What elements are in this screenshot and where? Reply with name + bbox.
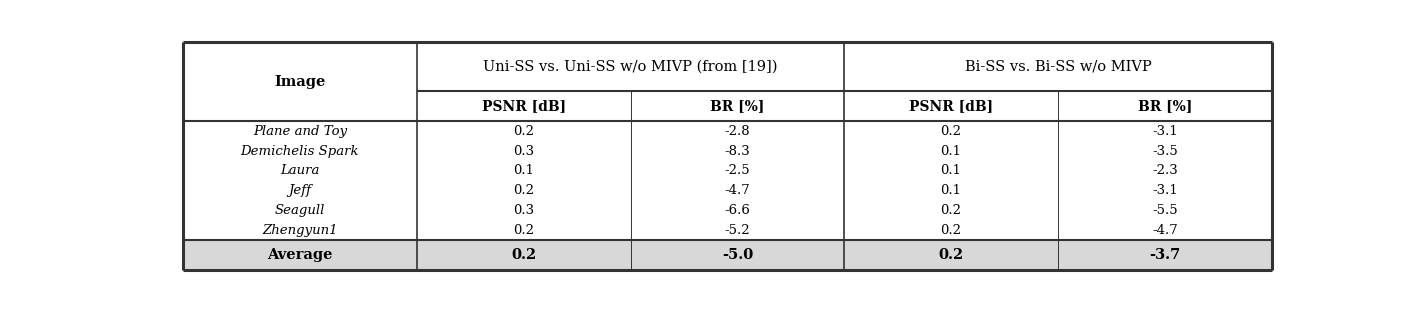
Text: -4.7: -4.7	[1152, 224, 1178, 237]
Text: PSNR [dB]: PSNR [dB]	[481, 99, 566, 113]
Text: 0.1: 0.1	[941, 184, 962, 197]
Text: 0.3: 0.3	[514, 145, 535, 158]
Text: 0.3: 0.3	[514, 204, 535, 217]
Text: 0.2: 0.2	[514, 125, 534, 138]
Text: 0.1: 0.1	[514, 164, 534, 177]
Text: Jeff: Jeff	[288, 184, 311, 197]
Text: 0.2: 0.2	[941, 125, 962, 138]
Text: -3.5: -3.5	[1152, 145, 1178, 158]
Text: Image: Image	[274, 74, 325, 89]
Text: -2.8: -2.8	[725, 125, 751, 138]
Text: 0.2: 0.2	[938, 248, 964, 262]
Text: -3.7: -3.7	[1149, 248, 1181, 262]
Text: BR [%]: BR [%]	[1138, 99, 1192, 113]
Text: 0.2: 0.2	[514, 224, 534, 237]
Text: 0.2: 0.2	[941, 224, 962, 237]
Text: -3.1: -3.1	[1152, 184, 1178, 197]
Text: Bi-SS vs. Bi-SS w/o MIVP: Bi-SS vs. Bi-SS w/o MIVP	[965, 60, 1151, 74]
Text: BR [%]: BR [%]	[711, 99, 765, 113]
Text: -6.6: -6.6	[725, 204, 751, 217]
Text: -5.2: -5.2	[725, 224, 751, 237]
Text: -2.5: -2.5	[725, 164, 751, 177]
Text: 0.2: 0.2	[511, 248, 536, 262]
Text: Laura: Laura	[280, 164, 319, 177]
Text: -2.3: -2.3	[1152, 164, 1178, 177]
Text: -5.0: -5.0	[722, 248, 753, 262]
Text: 0.1: 0.1	[941, 145, 962, 158]
Bar	[183, 240, 1271, 270]
Text: -4.7: -4.7	[725, 184, 751, 197]
Text: -5.5: -5.5	[1152, 204, 1178, 217]
Text: 0.2: 0.2	[941, 204, 962, 217]
Text: Average: Average	[267, 248, 332, 262]
Text: 0.2: 0.2	[514, 184, 534, 197]
Text: Zhengyun1: Zhengyun1	[263, 224, 338, 237]
Text: Uni-SS vs. Uni-SS w/o MIVP (from [19]): Uni-SS vs. Uni-SS w/o MIVP (from [19])	[484, 60, 778, 74]
Text: -8.3: -8.3	[725, 145, 751, 158]
Text: Plane and Toy: Plane and Toy	[253, 125, 348, 138]
Text: PSNR [dB]: PSNR [dB]	[910, 99, 993, 113]
Text: Demichelis Spark: Demichelis Spark	[241, 145, 359, 158]
Text: Seagull: Seagull	[275, 204, 325, 217]
Text: 0.1: 0.1	[941, 164, 962, 177]
Text: -3.1: -3.1	[1152, 125, 1178, 138]
